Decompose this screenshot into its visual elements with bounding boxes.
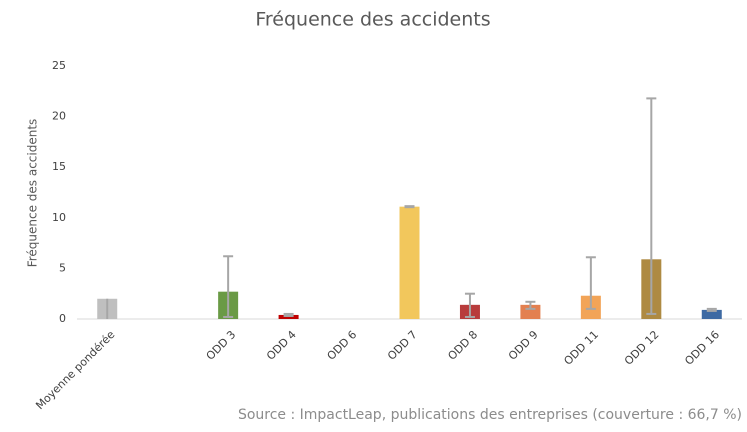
error-bar: [283, 312, 294, 317]
y-tick-label: 25: [52, 59, 66, 72]
y-tick-label: 5: [59, 261, 66, 274]
bar: [399, 206, 420, 319]
x-tick-label: ODD 16: [682, 328, 722, 368]
y-axis-label: Fréquence des accidents: [26, 119, 40, 268]
y-tick-label: 20: [52, 110, 66, 123]
y-tick-label: 10: [52, 211, 66, 224]
error-bar: [464, 292, 475, 318]
x-tick-label: Moyenne pondérée: [33, 328, 117, 412]
x-tick-label: ODD 11: [561, 328, 601, 368]
y-tick-label: 0: [59, 312, 66, 325]
error-bar: [404, 205, 415, 209]
error-bar: [585, 256, 596, 310]
source-note: Source : ImpactLeap, publications des en…: [238, 407, 742, 423]
error-bar: [706, 307, 717, 312]
x-tick-label: ODD 9: [506, 328, 541, 363]
x-tick-label: ODD 7: [385, 328, 420, 363]
x-tick-label: ODD 12: [622, 328, 662, 368]
error-bar: [223, 255, 234, 318]
bar: [278, 314, 299, 319]
y-tick-label: 15: [52, 160, 66, 173]
chart-title: Fréquence des accidents: [255, 9, 490, 31]
x-tick-label: ODD 6: [325, 328, 360, 363]
x-tick-label: ODD 4: [264, 328, 299, 363]
error-bar: [525, 300, 536, 310]
x-tick-label: ODD 8: [445, 328, 480, 363]
error-bar: [646, 97, 657, 315]
x-tick-label: ODD 3: [204, 328, 239, 363]
bar: [701, 309, 722, 319]
